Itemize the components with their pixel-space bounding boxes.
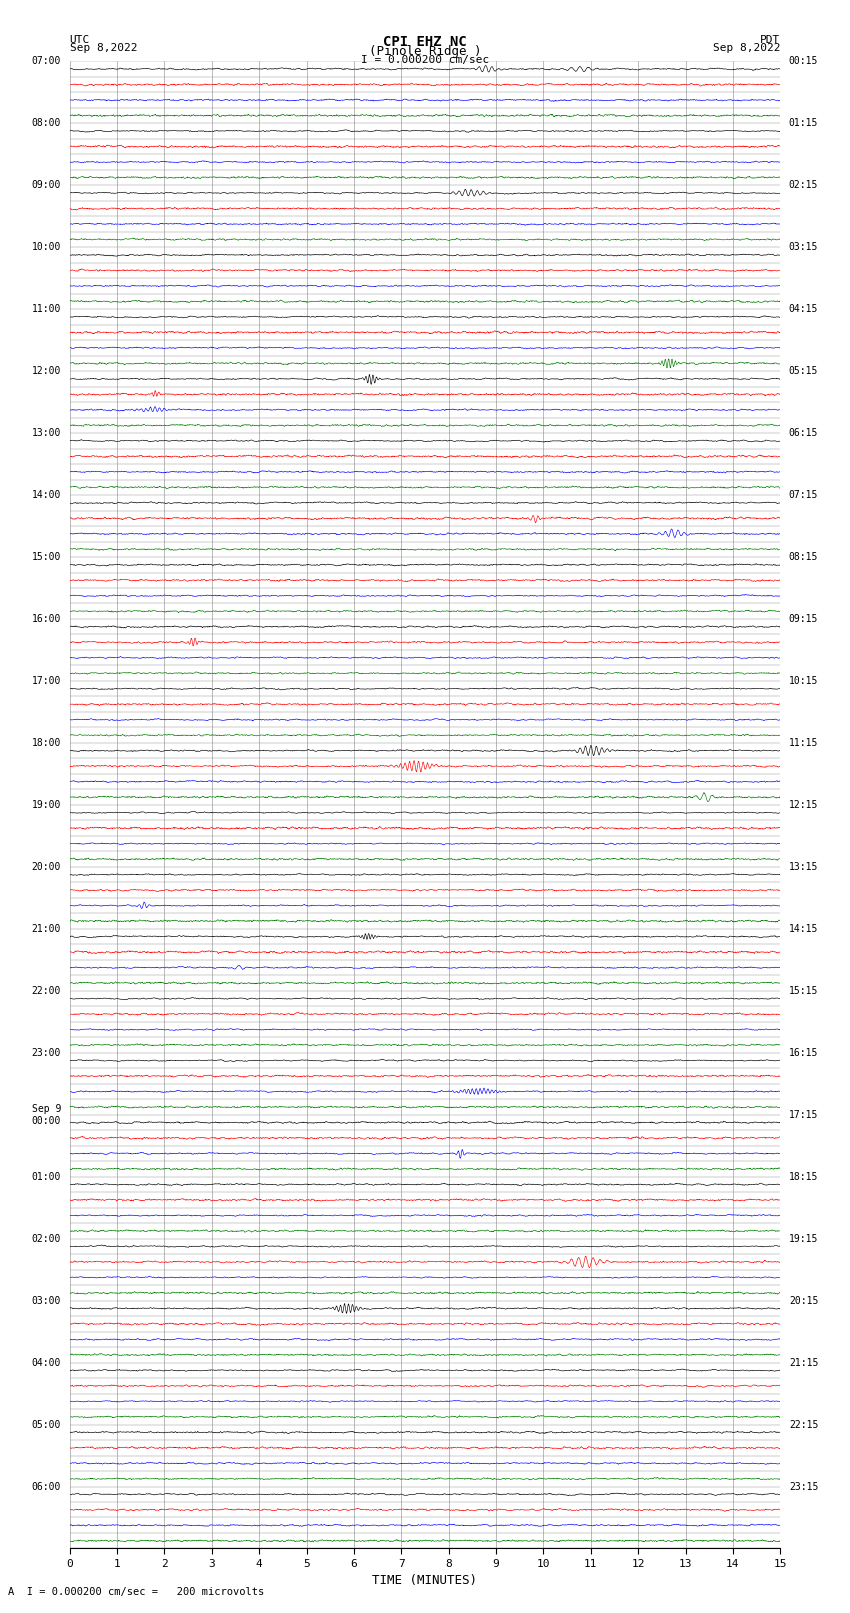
Text: 15:15: 15:15 — [789, 986, 819, 995]
Text: 16:00: 16:00 — [31, 615, 61, 624]
Text: Sep 8,2022: Sep 8,2022 — [70, 44, 137, 53]
Text: 04:15: 04:15 — [789, 305, 819, 315]
Text: Sep 9
00:00: Sep 9 00:00 — [31, 1103, 61, 1126]
Text: 23:15: 23:15 — [789, 1481, 819, 1492]
Text: 22:15: 22:15 — [789, 1419, 819, 1429]
Text: 08:15: 08:15 — [789, 552, 819, 561]
Text: 19:00: 19:00 — [31, 800, 61, 810]
Text: 03:15: 03:15 — [789, 242, 819, 252]
Text: 13:15: 13:15 — [789, 861, 819, 873]
Text: 18:00: 18:00 — [31, 737, 61, 748]
Text: 21:00: 21:00 — [31, 924, 61, 934]
Text: 07:00: 07:00 — [31, 56, 61, 66]
Text: CPI EHZ NC: CPI EHZ NC — [383, 35, 467, 48]
Text: 00:15: 00:15 — [789, 56, 819, 66]
Text: 14:00: 14:00 — [31, 490, 61, 500]
Text: 20:00: 20:00 — [31, 861, 61, 873]
Text: 17:00: 17:00 — [31, 676, 61, 686]
Text: 11:15: 11:15 — [789, 737, 819, 748]
Text: 08:00: 08:00 — [31, 118, 61, 129]
Text: 18:15: 18:15 — [789, 1171, 819, 1182]
Text: Sep 8,2022: Sep 8,2022 — [713, 44, 780, 53]
Text: 01:15: 01:15 — [789, 118, 819, 129]
Text: 07:15: 07:15 — [789, 490, 819, 500]
Text: 15:00: 15:00 — [31, 552, 61, 561]
Text: PDT: PDT — [760, 35, 780, 45]
Text: 11:00: 11:00 — [31, 305, 61, 315]
Text: 12:15: 12:15 — [789, 800, 819, 810]
Text: 14:15: 14:15 — [789, 924, 819, 934]
Text: 02:00: 02:00 — [31, 1234, 61, 1244]
Text: UTC: UTC — [70, 35, 90, 45]
Text: 16:15: 16:15 — [789, 1048, 819, 1058]
Text: 23:00: 23:00 — [31, 1048, 61, 1058]
Text: 05:00: 05:00 — [31, 1419, 61, 1429]
Text: 04:00: 04:00 — [31, 1358, 61, 1368]
Text: 06:15: 06:15 — [789, 427, 819, 439]
Text: 12:00: 12:00 — [31, 366, 61, 376]
Text: 03:00: 03:00 — [31, 1295, 61, 1305]
Text: A  I = 0.000200 cm/sec =   200 microvolts: A I = 0.000200 cm/sec = 200 microvolts — [8, 1587, 264, 1597]
Text: 20:15: 20:15 — [789, 1295, 819, 1305]
Text: 10:15: 10:15 — [789, 676, 819, 686]
Text: I = 0.000200 cm/sec: I = 0.000200 cm/sec — [361, 55, 489, 65]
Text: (Pinole Ridge ): (Pinole Ridge ) — [369, 45, 481, 58]
Text: 01:00: 01:00 — [31, 1171, 61, 1182]
Text: 02:15: 02:15 — [789, 181, 819, 190]
Text: 19:15: 19:15 — [789, 1234, 819, 1244]
Text: 06:00: 06:00 — [31, 1481, 61, 1492]
Text: 13:00: 13:00 — [31, 427, 61, 439]
Text: 10:00: 10:00 — [31, 242, 61, 252]
Text: 09:00: 09:00 — [31, 181, 61, 190]
Text: 21:15: 21:15 — [789, 1358, 819, 1368]
Text: 09:15: 09:15 — [789, 615, 819, 624]
Text: 17:15: 17:15 — [789, 1110, 819, 1119]
X-axis label: TIME (MINUTES): TIME (MINUTES) — [372, 1574, 478, 1587]
Text: 22:00: 22:00 — [31, 986, 61, 995]
Text: 05:15: 05:15 — [789, 366, 819, 376]
